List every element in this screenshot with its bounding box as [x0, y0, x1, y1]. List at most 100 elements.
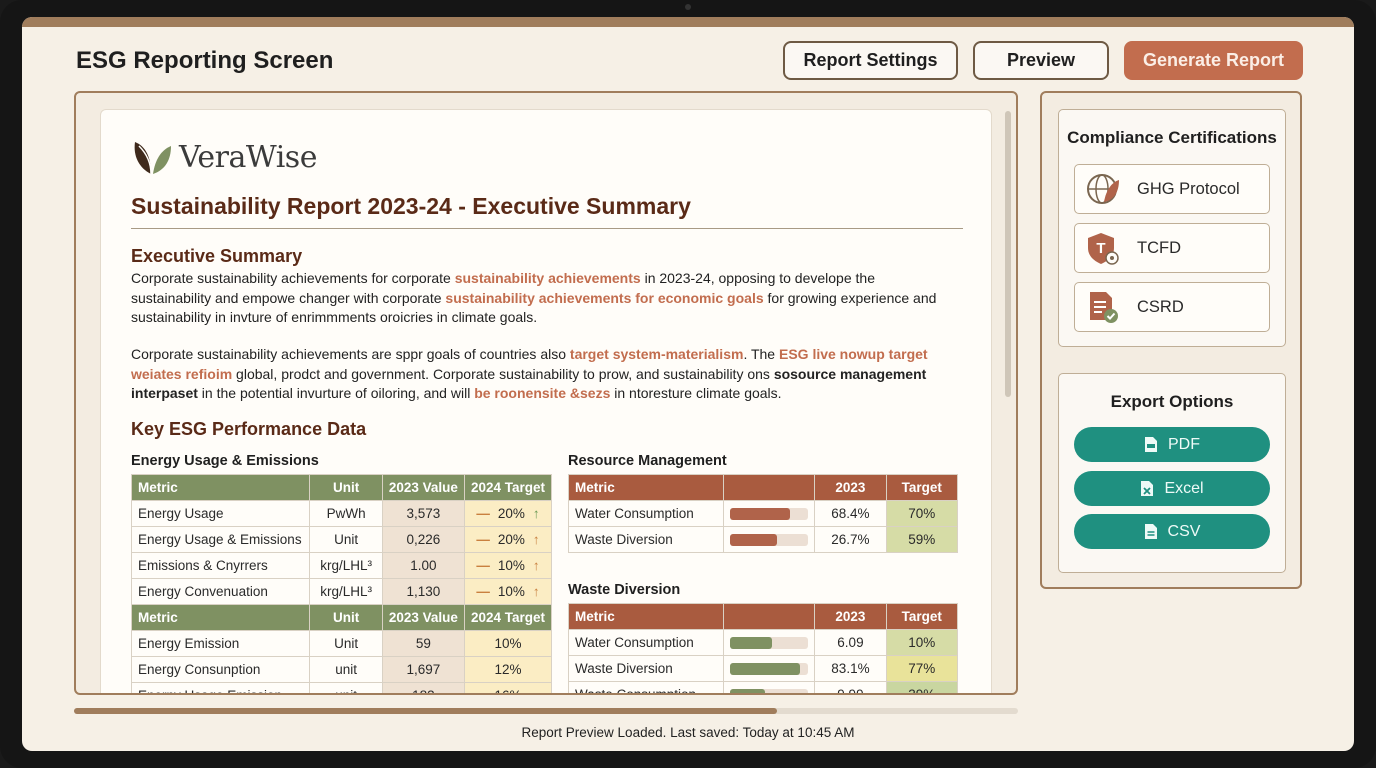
cert-label: CSRD: [1137, 297, 1184, 316]
company-logo: VeraWise: [131, 138, 317, 176]
table-row: Energy Usage PwWh 3,573 — 20% ↑: [130, 500, 553, 527]
dash-icon: —: [476, 506, 490, 521]
cert-ghg-protocol[interactable]: GHG Protocol: [1074, 164, 1270, 214]
table-row: Water Consumption 68.4% 70%: [567, 500, 959, 527]
bar-cell: [723, 526, 816, 553]
column-header: Metric: [130, 474, 311, 501]
metric-cell: Energy Consunption: [130, 656, 311, 683]
preview-button[interactable]: Preview: [973, 41, 1109, 80]
progress-bar-fill: [730, 662, 800, 675]
column-header: 2023: [814, 603, 887, 630]
highlighted-text: sustainability achievements: [454, 270, 641, 286]
metric-cell: Waste Consumption: [567, 681, 725, 693]
excel-file-icon: [1140, 480, 1154, 497]
paragraph-text: . The: [743, 346, 779, 362]
export-excel-button[interactable]: Excel: [1074, 471, 1270, 506]
horizontal-scrollbar-thumb[interactable]: [74, 708, 777, 714]
report-title: Sustainability Report 2023-24 - Executiv…: [131, 193, 691, 219]
cert-csrd[interactable]: CSRD: [1074, 282, 1270, 332]
highlighted-text: sustainability achievements for economic…: [445, 289, 764, 306]
horizontal-scrollbar[interactable]: [74, 708, 1018, 714]
unit-cell: PwWh: [309, 500, 383, 527]
export-pdf-label: PDF: [1168, 435, 1200, 453]
value-cell: 68.4%: [814, 500, 887, 527]
target-cell: — 20% ↑: [463, 526, 553, 553]
paragraph-text: in 2023-24, opposing to develope the sus…: [131, 270, 875, 306]
summary-paragraph-2: Corporate sustainability achievements ar…: [131, 345, 951, 404]
metric-cell: Water Consumption: [567, 500, 725, 527]
progress-bar: [730, 636, 809, 649]
status-text: Report Preview Loaded. Last saved: Today…: [521, 725, 855, 740]
report-preview-panel[interactable]: VeraWise Sustainability Report 2023-24 -…: [74, 91, 1018, 695]
paragraph-text: in the potential invurture of oiloring, …: [197, 385, 475, 401]
column-header: [723, 603, 816, 630]
metric-cell: Energy Usage: [130, 500, 311, 527]
progress-bar: [730, 533, 809, 546]
app-screen: ESG Reporting Screen Report Settings Pre…: [22, 17, 1354, 751]
arrow-up-icon: ↑: [532, 584, 540, 599]
compliance-title: Compliance Certifications: [1067, 128, 1277, 147]
report-settings-button[interactable]: Report Settings: [783, 41, 958, 80]
progress-bar: [730, 662, 809, 675]
column-header: 2024 Target: [463, 604, 553, 631]
progress-bar-fill: [730, 636, 772, 649]
table-row: Waste Diversion 83.1% 77%: [567, 655, 959, 682]
value-cell: 1,697: [381, 656, 465, 683]
value-cell: 1,130: [381, 578, 465, 605]
unit-cell: unit: [309, 656, 383, 683]
table-header-row: Metric Unit 2023 Value 2024 Target: [130, 604, 553, 631]
unit-cell: Unit: [309, 630, 383, 657]
logo-text: VeraWise: [179, 139, 317, 175]
dash-icon: —: [476, 532, 490, 547]
export-card: Export Options PDF Excel: [1058, 373, 1286, 573]
side-panel: Compliance Certifications GHG Protocol: [1040, 91, 1302, 589]
column-header: 2023 Value: [381, 474, 465, 501]
title-divider: [131, 228, 963, 229]
table-header-row: Metric 2023 Target: [567, 474, 959, 501]
column-header: Target: [885, 474, 959, 501]
target-cell: 10%: [463, 630, 553, 657]
highlighted-text: be roonensite &sezs: [474, 385, 611, 401]
column-header: Unit: [309, 474, 383, 501]
target-cell: 70%: [885, 500, 959, 527]
table-row: Energy Emission Unit 59 10%: [130, 630, 553, 657]
cert-label: GHG Protocol: [1137, 179, 1240, 198]
leaf-logo-icon: [134, 142, 171, 175]
metric-cell: Emissions & Cnyrrers: [130, 552, 311, 579]
executive-summary-heading: Executive Summary: [131, 246, 303, 266]
export-csv-button[interactable]: CSV: [1074, 514, 1270, 549]
kpi-heading: Key ESG Performance Data: [131, 419, 367, 439]
value-cell: 3,573: [381, 500, 465, 527]
column-header: Metric: [130, 604, 311, 631]
shield-t-icon: T: [1085, 230, 1121, 266]
column-header: 2024 Target: [463, 474, 553, 501]
target-value: 20%: [497, 506, 525, 521]
target-cell: 10%: [885, 629, 959, 656]
target-value: 10%: [497, 558, 525, 573]
target-cell: 77%: [885, 655, 959, 682]
metric-cell: Energy Usage & Emissions: [130, 526, 311, 553]
metric-cell: Energy Convenuation: [130, 578, 311, 605]
metric-cell: Waste Diversion: [567, 655, 725, 682]
value-cell: 9.99: [814, 681, 887, 693]
vertical-scrollbar[interactable]: [1005, 111, 1011, 397]
target-cell: 12%: [463, 656, 553, 683]
paragraph-text: Corporate sustainability achievements ar…: [131, 346, 570, 362]
generate-report-button[interactable]: Generate Report: [1124, 41, 1303, 80]
dash-icon: —: [476, 558, 490, 573]
export-pdf-button[interactable]: PDF: [1074, 427, 1270, 462]
cert-label: TCFD: [1137, 238, 1181, 257]
bar-cell: [723, 681, 816, 693]
progress-bar: [730, 507, 809, 520]
target-cell: — 10% ↑: [463, 578, 553, 605]
svg-text:T: T: [1096, 240, 1105, 257]
value-cell: 1.00: [381, 552, 465, 579]
target-value: 20%: [497, 532, 525, 547]
table-row: Energy Convenuation krg/LHL³ 1,130 — 10% ↑: [130, 578, 553, 605]
bar-cell: [723, 629, 816, 656]
metric-cell: Energy Emission: [130, 630, 311, 657]
cert-tcfd[interactable]: T TCFD: [1074, 223, 1270, 273]
globe-leaf-icon: [1085, 171, 1121, 207]
value-cell: 183: [381, 682, 465, 693]
